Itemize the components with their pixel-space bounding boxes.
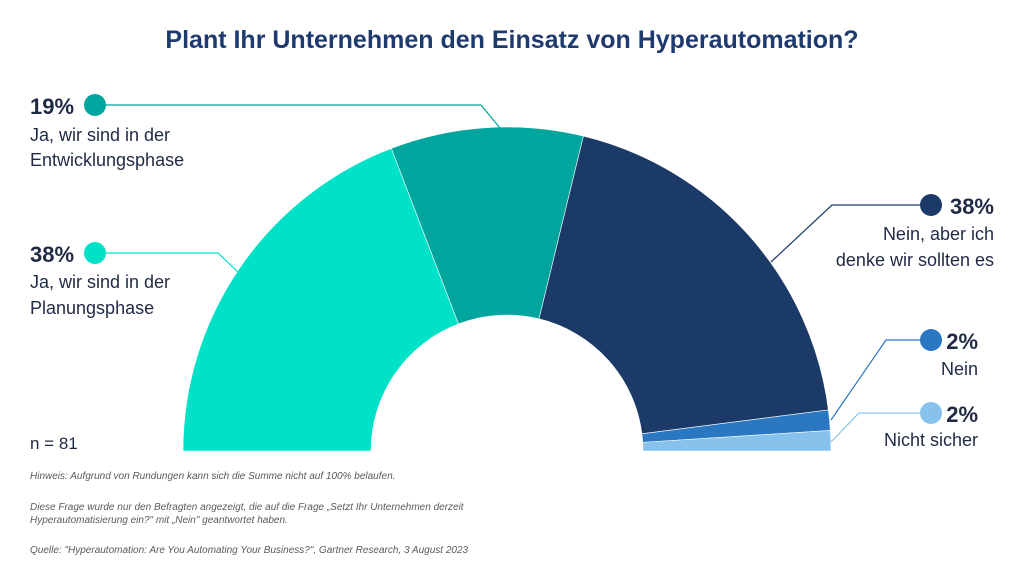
leader-line-entwicklungsphase — [106, 104, 501, 129]
pct-label-nein-aber: 38% — [950, 194, 994, 219]
category-label-entwicklungsphase: Ja, wir sind in der — [30, 125, 170, 145]
legend-dot-entwicklungsphase — [84, 94, 106, 116]
pct-label-planungsphase: 38% — [30, 242, 74, 267]
pct-label-nicht-sicher: 2% — [946, 402, 978, 427]
question-note-line-2: Hyperautomatisierung ein?" mit „Nein" ge… — [30, 515, 288, 526]
rounding-note: Hinweis: Aufgrund von Rundungen kann sic… — [30, 471, 396, 482]
leader-line-nein — [830, 339, 920, 421]
legend-dot-nein — [920, 329, 942, 351]
leader-line-nein-aber — [770, 204, 920, 263]
chart-title: Plant Ihr Unternehmen den Einsatz von Hy… — [165, 26, 859, 54]
legend-dot-nein-aber — [920, 194, 942, 216]
category-label-nein-aber: Nein, aber ich — [883, 224, 994, 244]
slice-nicht-sicher — [642, 430, 832, 452]
question-note-line-1: Diese Frage wurde nur den Befragten ange… — [30, 502, 464, 513]
slice-planungsphase — [182, 147, 459, 452]
leader-line-planungsphase — [106, 252, 241, 275]
pct-label-entwicklungsphase: 19% — [30, 94, 74, 119]
pct-label-nein: 2% — [946, 329, 978, 354]
slice-nein-aber — [538, 135, 829, 435]
source-note: Quelle: "Hyperautomation: Are You Automa… — [30, 545, 469, 556]
category-label-planungsphase: Planungsphase — [30, 298, 154, 318]
category-label-entwicklungsphase: Entwicklungsphase — [30, 150, 184, 170]
category-label-nicht-sicher: Nicht sicher — [884, 430, 978, 450]
category-label-nein-aber: denke wir sollten es — [836, 250, 994, 270]
sample-size: n = 81 — [30, 434, 78, 453]
legend-dot-nicht-sicher — [920, 402, 942, 424]
category-label-planungsphase: Ja, wir sind in der — [30, 272, 170, 292]
legend-dot-planungsphase — [84, 242, 106, 264]
leader-line-nicht-sicher — [830, 412, 920, 443]
slice-entwicklungsphase — [390, 126, 584, 325]
category-label-nein: Nein — [941, 359, 978, 379]
